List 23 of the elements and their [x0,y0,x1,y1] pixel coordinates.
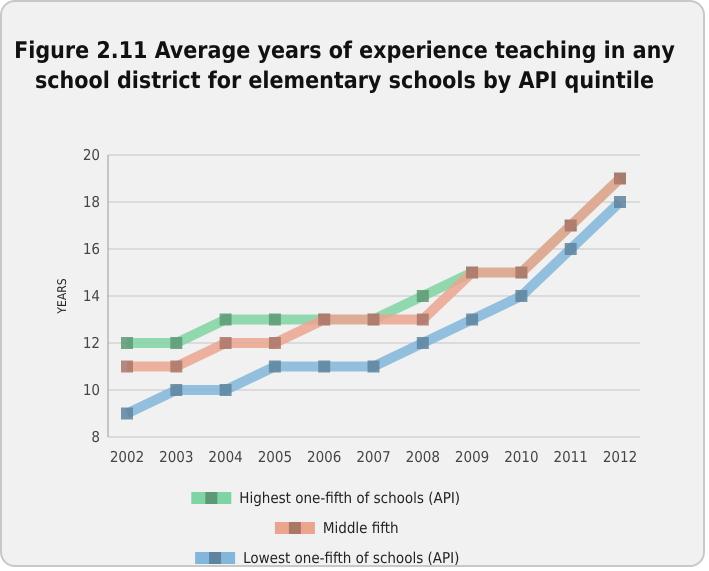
x-tick-label: 2009 [454,448,490,466]
x-tick-label: 2012 [602,448,638,466]
x-tick-label: 2006 [307,448,342,466]
x-tick-label: 2002 [110,448,144,466]
y-tick-label: 12 [82,334,100,352]
x-tick-label: 2008 [406,448,440,466]
x-tick-label: 2004 [208,448,243,466]
legend-label: Middle fifth [322,519,399,537]
y-tick-label: 16 [82,240,100,258]
y-axis-title: YEARS [55,278,69,315]
y-tick-label: 8 [91,428,100,446]
x-tick-label: 2007 [356,448,391,466]
y-tick-label: 18 [82,193,100,211]
y-tick-label: 14 [82,287,100,305]
x-tick-label: 2011 [554,448,588,466]
x-tick-label: 2010 [504,448,539,466]
y-tick-label: 20 [82,146,100,164]
legend-label: Highest one-fifth of schools (API) [239,489,460,507]
y-tick-label: 10 [82,381,100,399]
x-tick-label: 2005 [258,448,292,466]
chart-title: Figure 2.11 Average years of experience teaching in any school district for elementary schools by API quintile [14,38,676,94]
x-tick-label: 2003 [159,448,194,466]
legend-label: Lowest one-fifth of schools (API) [243,549,460,567]
